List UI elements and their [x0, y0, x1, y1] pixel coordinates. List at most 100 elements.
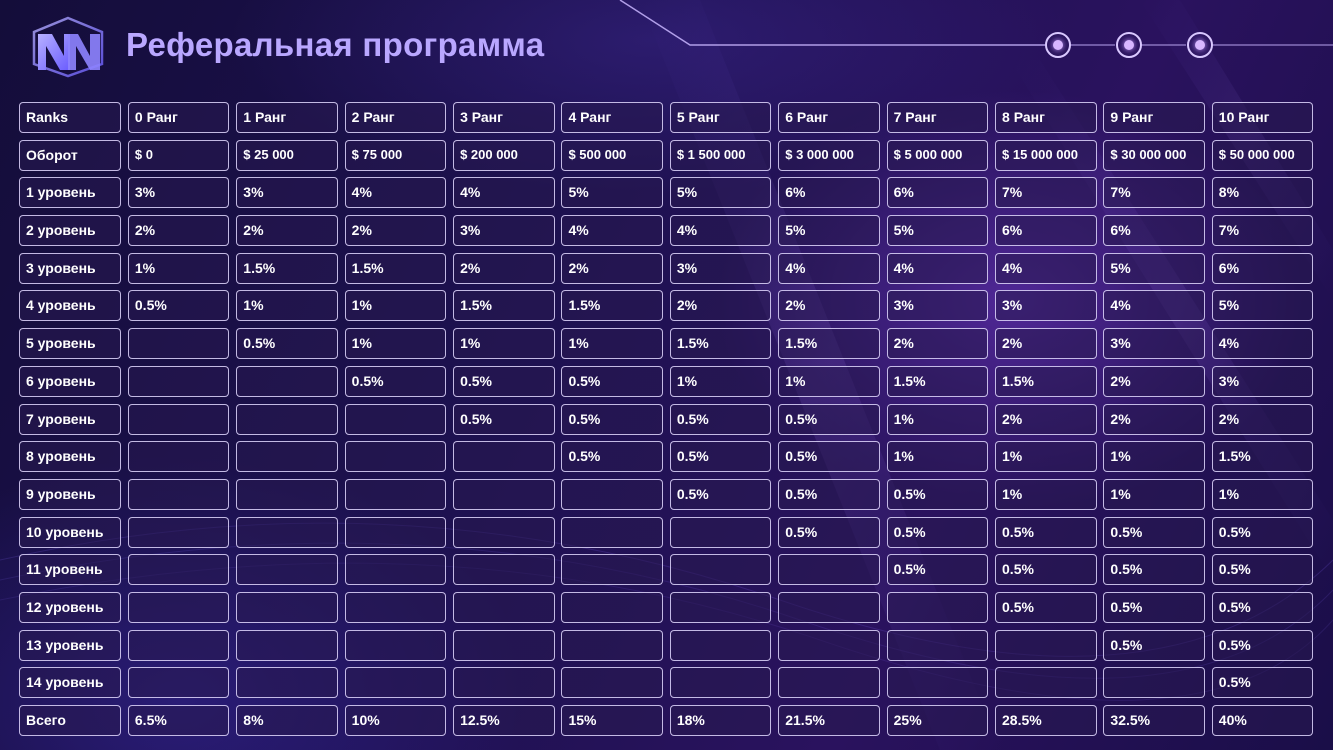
table-cell: 1.5%: [344, 252, 447, 284]
rank-header-cell: 9 Ранг: [1103, 102, 1205, 133]
table-cell: 6%: [1211, 252, 1314, 284]
table-cell: [778, 629, 880, 661]
table-cell: 3%: [886, 290, 989, 322]
rank-header-cell: 2 Ранг: [344, 102, 447, 133]
table-cell: 0.5%: [995, 591, 1097, 623]
row-label: 5 уровень: [19, 328, 121, 360]
table-cell: 2%: [1103, 403, 1205, 435]
table-cell: 1.5%: [669, 328, 772, 360]
table-cell: 2%: [453, 252, 555, 284]
table-cell: 1%: [236, 290, 338, 322]
row-label: 9 уровень: [19, 478, 121, 510]
table-cell: 2%: [561, 252, 663, 284]
table-cell: 5%: [886, 215, 989, 247]
table-cell: 28.5%: [995, 705, 1097, 736]
rank-header-cell: 0 Ранг: [127, 102, 230, 133]
table-cell: 0.5%: [669, 441, 772, 473]
table-cell: 0.5%: [1103, 554, 1205, 586]
table-cell: [236, 667, 338, 699]
circle-dot-icon: [1187, 32, 1213, 58]
table-cell: [127, 478, 230, 510]
table-cell: 0.5%: [669, 403, 772, 435]
table-cell: 0.5%: [995, 516, 1097, 548]
table-cell: 4%: [344, 177, 447, 209]
table-cell: 5%: [669, 177, 772, 209]
table-cell: 6%: [995, 215, 1097, 247]
table-cell: 1%: [669, 365, 772, 397]
table-cell: 1%: [778, 365, 880, 397]
table-cell: [995, 629, 1097, 661]
table-cell: 1%: [561, 328, 663, 360]
table-cell: 0.5%: [561, 441, 663, 473]
row-label: Оборот: [19, 139, 121, 171]
table-cell: 1.5%: [236, 252, 338, 284]
turnover-cell: $ 3 000 000: [778, 139, 880, 171]
row-label: 10 уровень: [19, 516, 121, 548]
circle-dot-icon: [1045, 32, 1071, 58]
table-cell: [453, 478, 555, 510]
table-cell: 0.5%: [1103, 516, 1205, 548]
table-cell: 5%: [561, 177, 663, 209]
table-cell: 4%: [995, 252, 1097, 284]
table-cell: 4%: [778, 252, 880, 284]
turnover-cell: $ 15 000 000: [995, 139, 1097, 171]
table-cell: [669, 591, 772, 623]
table-cell: [127, 365, 230, 397]
table-cell: [127, 591, 230, 623]
page-title: Реферальная программа: [126, 26, 545, 63]
table-cell: 21.5%: [778, 705, 880, 736]
table-cell: 1.5%: [886, 365, 989, 397]
table-cell: 0.5%: [127, 290, 230, 322]
table-cell: 7%: [995, 177, 1097, 209]
table-cell: [669, 516, 772, 548]
table-cell: 2%: [886, 328, 989, 360]
table-cell: 1.5%: [453, 290, 555, 322]
rank-header-cell: 6 Ранг: [778, 102, 880, 133]
table-cell: [344, 629, 447, 661]
table-cell: 18%: [669, 705, 772, 736]
table-cell: 0.5%: [778, 441, 880, 473]
row-label: 3 уровень: [19, 252, 121, 284]
table-cell: 12.5%: [453, 705, 555, 736]
table-cell: [561, 591, 663, 623]
table-cell: 2%: [669, 290, 772, 322]
table-cell: 0.5%: [1103, 591, 1205, 623]
table-cell: [236, 591, 338, 623]
table-cell: 2%: [344, 215, 447, 247]
table-cell: 0.5%: [886, 554, 989, 586]
table-cell: 2%: [995, 403, 1097, 435]
table-cell: 0.5%: [453, 403, 555, 435]
table-cell: [1103, 667, 1205, 699]
table-cell: 1.5%: [1211, 441, 1314, 473]
table-cell: 4%: [453, 177, 555, 209]
table-cell: 2%: [778, 290, 880, 322]
table-cell: 4%: [1211, 328, 1314, 360]
table-cell: 0.5%: [561, 403, 663, 435]
table-cell: 6%: [886, 177, 989, 209]
table-cell: 1.5%: [995, 365, 1097, 397]
table-cell: 1.5%: [778, 328, 880, 360]
table-cell: 0.5%: [778, 516, 880, 548]
table-cell: 0.5%: [561, 365, 663, 397]
table-cell: 0.5%: [1211, 516, 1314, 548]
row-label: 8 уровень: [19, 441, 121, 473]
table-cell: [886, 667, 989, 699]
table-cell: 1%: [1211, 478, 1314, 510]
table-cell: [778, 591, 880, 623]
row-label: 4 уровень: [19, 290, 121, 322]
table-cell: [344, 591, 447, 623]
rank-header-cell: 10 Ранг: [1211, 102, 1314, 133]
table-cell: 3%: [669, 252, 772, 284]
row-label: 12 уровень: [19, 591, 121, 623]
turnover-cell: $ 0: [127, 139, 230, 171]
table-cell: [236, 629, 338, 661]
table-cell: [344, 478, 447, 510]
table-cell: [453, 591, 555, 623]
row-label: 6 уровень: [19, 365, 121, 397]
row-label: 1 уровень: [19, 177, 121, 209]
table-cell: 0.5%: [236, 328, 338, 360]
turnover-cell: $ 5 000 000: [886, 139, 989, 171]
table-cell: 1.5%: [561, 290, 663, 322]
turnover-cell: $ 500 000: [561, 139, 663, 171]
table-cell: 6.5%: [127, 705, 230, 736]
